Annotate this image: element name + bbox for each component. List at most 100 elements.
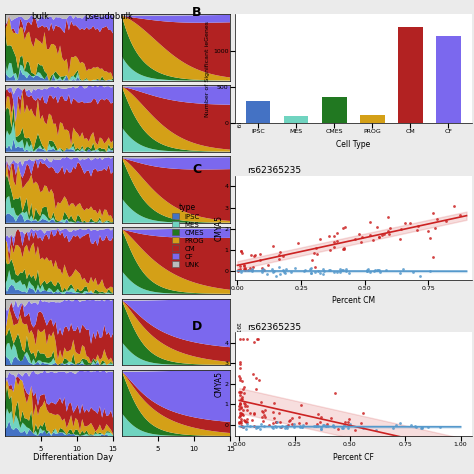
Point bbox=[373, 267, 381, 274]
Point bbox=[242, 418, 250, 425]
Point bbox=[246, 264, 254, 272]
Point bbox=[392, 421, 400, 429]
Point bbox=[424, 228, 431, 235]
Point bbox=[284, 421, 292, 428]
Point bbox=[291, 423, 298, 431]
Point bbox=[243, 416, 250, 423]
Point bbox=[243, 406, 250, 414]
Point bbox=[286, 417, 294, 424]
Point bbox=[327, 414, 334, 421]
Point bbox=[333, 229, 340, 237]
Point bbox=[237, 265, 244, 273]
Bar bbox=[360, 115, 385, 123]
Point bbox=[314, 423, 322, 430]
Point bbox=[241, 265, 248, 273]
Point bbox=[359, 409, 366, 417]
Point bbox=[346, 420, 354, 428]
Point bbox=[237, 395, 245, 403]
Point bbox=[401, 219, 409, 227]
Point bbox=[238, 249, 246, 256]
Point bbox=[272, 418, 279, 426]
Point bbox=[239, 411, 247, 419]
Point bbox=[269, 408, 277, 416]
Point bbox=[366, 219, 374, 226]
Point bbox=[291, 264, 299, 272]
Point bbox=[280, 266, 287, 274]
Point bbox=[378, 231, 386, 239]
Point bbox=[249, 371, 257, 378]
Bar bbox=[322, 97, 346, 123]
Text: B: B bbox=[192, 6, 202, 18]
Point bbox=[324, 420, 331, 428]
Point bbox=[240, 262, 247, 269]
Point bbox=[358, 234, 366, 241]
Point bbox=[346, 415, 353, 423]
Point bbox=[238, 394, 246, 401]
Point bbox=[339, 245, 347, 253]
Point bbox=[433, 216, 441, 223]
Point bbox=[307, 269, 315, 277]
Point bbox=[238, 395, 246, 402]
Point bbox=[320, 422, 328, 429]
Point bbox=[237, 418, 244, 426]
Point bbox=[418, 424, 425, 432]
Point bbox=[327, 246, 334, 254]
Point bbox=[240, 416, 248, 424]
Point bbox=[243, 420, 251, 428]
Point bbox=[389, 424, 396, 432]
Point bbox=[239, 424, 246, 431]
Point bbox=[237, 415, 245, 422]
Point bbox=[288, 414, 295, 421]
Point bbox=[399, 265, 407, 273]
Point bbox=[283, 422, 291, 430]
Point bbox=[281, 268, 288, 276]
Point bbox=[275, 255, 283, 263]
Point bbox=[324, 422, 332, 430]
Point bbox=[237, 422, 245, 430]
Point bbox=[369, 237, 377, 244]
Point bbox=[412, 423, 419, 430]
Point bbox=[236, 419, 243, 427]
Point bbox=[316, 270, 324, 277]
Point bbox=[442, 218, 450, 225]
Point bbox=[240, 265, 247, 273]
Point bbox=[276, 419, 283, 426]
Text: bulk: bulk bbox=[31, 12, 49, 21]
Point bbox=[283, 425, 291, 432]
Point bbox=[425, 423, 432, 431]
Point bbox=[314, 267, 322, 275]
Point bbox=[341, 224, 349, 231]
Point bbox=[241, 383, 248, 391]
Point bbox=[312, 422, 319, 430]
Point bbox=[269, 419, 276, 427]
Legend: IPSC, MES, CMES, PROG, CM, CF, UNK: IPSC, MES, CMES, PROG, CM, CF, UNK bbox=[172, 202, 204, 268]
Text: 19127: 19127 bbox=[235, 322, 239, 342]
Point bbox=[288, 420, 296, 428]
Point bbox=[250, 253, 257, 260]
Point bbox=[254, 335, 262, 342]
Point bbox=[426, 234, 434, 241]
Point bbox=[237, 247, 245, 255]
Point bbox=[259, 418, 267, 425]
Point bbox=[253, 336, 260, 343]
Point bbox=[314, 410, 321, 417]
Point bbox=[310, 422, 317, 430]
Point bbox=[237, 388, 245, 396]
Point bbox=[258, 264, 265, 272]
Point bbox=[239, 386, 247, 393]
Point bbox=[275, 252, 283, 259]
Point bbox=[297, 401, 305, 409]
Point bbox=[419, 423, 426, 431]
Point bbox=[253, 374, 260, 382]
Point bbox=[265, 422, 273, 429]
Point bbox=[384, 213, 392, 221]
Point bbox=[326, 266, 334, 274]
Point bbox=[416, 272, 423, 280]
Point bbox=[236, 262, 244, 270]
Point bbox=[396, 235, 404, 242]
Point bbox=[263, 271, 271, 278]
Point bbox=[254, 423, 261, 431]
Point bbox=[256, 250, 264, 257]
Point bbox=[236, 358, 244, 366]
Point bbox=[271, 399, 278, 406]
